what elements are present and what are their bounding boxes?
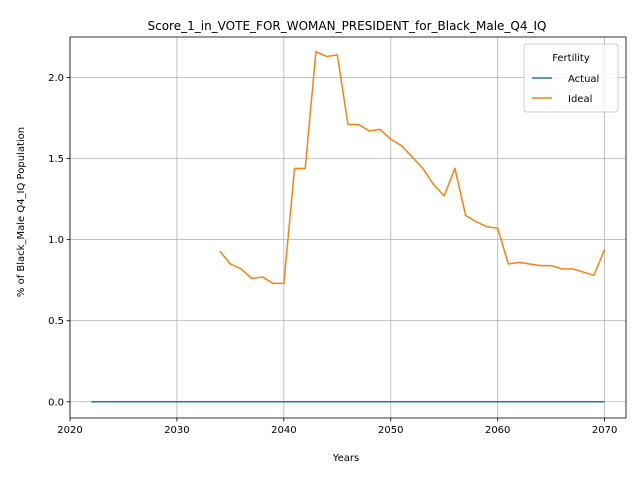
y-tick-label: 0.5 [48,316,64,327]
y-tick-label: 1.5 [48,154,64,165]
legend: Fertility Actual Ideal [523,43,619,113]
y-axis-label: % of Black_Male Q4_IQ Population [16,127,27,297]
series-line-ideal [219,50,606,285]
y-tick-label: 2.0 [48,73,64,84]
y-tick-label: 0.0 [48,397,64,408]
legend-title: Fertility [552,53,590,64]
plot-frame [69,36,627,419]
x-tick-label: 2070 [592,425,617,436]
legend-label-actual: Actual [568,74,599,85]
x-tick-label: 2050 [378,425,403,436]
y-tick-label: 1.0 [48,235,64,246]
x-tick-label: 2030 [164,425,189,436]
axis-ticks: 2020 2030 2040 2050 2060 2070 0.0 0.5 1.0 1.5 2.0 [48,73,617,436]
x-axis-label: Years [332,453,359,464]
x-tick-label: 2040 [271,425,296,436]
x-tick-label: 2020 [57,425,82,436]
chart-title: Score_1_in_VOTE_FOR_WOMAN_PRESIDENT_for_… [148,19,547,33]
legend-label-ideal: Ideal [568,94,592,105]
legend-box [523,43,619,113]
x-tick-label: 2060 [485,425,510,436]
series-lines [91,50,606,403]
plot-area-border [69,36,627,419]
